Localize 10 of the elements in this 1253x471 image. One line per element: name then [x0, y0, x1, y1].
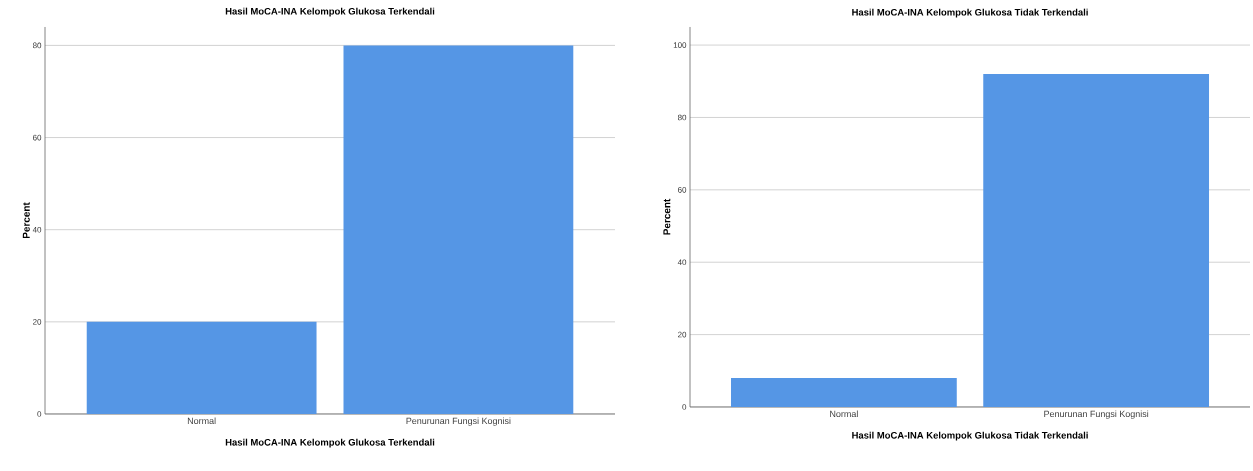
x-tick-label: Penurunan Fungsi Kognisi	[406, 417, 511, 426]
x-axis-title: Hasil MoCA-INA Kelompok Glukosa Tidak Terkendali	[852, 431, 1088, 441]
chart-title: Hasil MoCA-INA Kelompok Glukosa Terkendali	[225, 7, 435, 17]
y-axis-title: Percent	[22, 202, 30, 239]
x-tick-label: Penurunan Fungsi Kognisi	[1044, 410, 1149, 419]
x-axis-title: Hasil MoCA-INA Kelompok Glukosa Terkendali	[225, 438, 435, 448]
x-tick-label: Normal	[830, 410, 858, 418]
x-tick-label: Normal	[187, 417, 216, 425]
chart-title: Hasil MoCA-INA Kelompok Glukosa Tidak Terkendali	[852, 8, 1088, 18]
y-axis-title: Percent	[663, 198, 671, 235]
